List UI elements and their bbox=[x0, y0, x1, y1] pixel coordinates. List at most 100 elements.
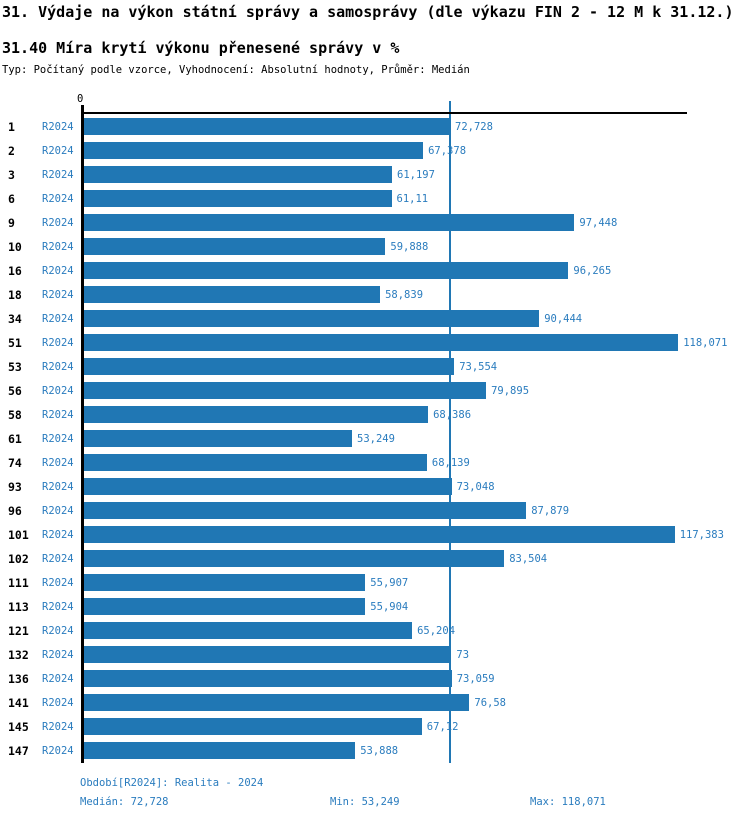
row-number: 147 bbox=[8, 744, 29, 758]
chart-row: 93 R2024 73,048 bbox=[0, 475, 750, 499]
value-bar bbox=[84, 430, 352, 447]
series-label: R2024 bbox=[42, 601, 74, 613]
series-label: R2024 bbox=[42, 697, 74, 709]
value-label: 117,383 bbox=[679, 529, 724, 541]
chart-row: 113 R2024 55,904 bbox=[0, 595, 750, 619]
value-bar bbox=[84, 262, 569, 279]
series-label: R2024 bbox=[42, 337, 74, 349]
x-axis-line bbox=[82, 112, 687, 114]
median-stat: Medián: 72,728 bbox=[80, 796, 169, 808]
value-bar bbox=[84, 406, 429, 423]
row-number: 51 bbox=[8, 336, 22, 350]
value-label: 55,907 bbox=[370, 577, 409, 589]
chart-row: 147 R2024 53,888 bbox=[0, 739, 750, 763]
series-label: R2024 bbox=[42, 505, 74, 517]
value-label: 73 bbox=[456, 649, 470, 661]
value-bar bbox=[84, 478, 452, 495]
chart-row: 96 R2024 87,879 bbox=[0, 499, 750, 523]
series-label: R2024 bbox=[42, 649, 74, 661]
row-number: 102 bbox=[8, 552, 29, 566]
chart-rows: 1 R2024 72,728 2 R2024 67,378 3 R2024 61,197 6 R20… bbox=[0, 115, 750, 763]
chart-row: 58 R2024 68,386 bbox=[0, 403, 750, 427]
chart-row: 102 R2024 83,504 bbox=[0, 547, 750, 571]
value-label: 97,448 bbox=[579, 217, 618, 229]
series-label: R2024 bbox=[42, 553, 74, 565]
value-bar bbox=[84, 214, 575, 231]
chart-row: 10 R2024 59,888 bbox=[0, 235, 750, 259]
chart-row: 2 R2024 67,378 bbox=[0, 139, 750, 163]
row-number: 56 bbox=[8, 384, 22, 398]
value-bar bbox=[84, 550, 505, 567]
value-label: 59,888 bbox=[390, 241, 429, 253]
series-label: R2024 bbox=[42, 745, 74, 757]
chart-row: 145 R2024 67,12 bbox=[0, 715, 750, 739]
value-bar bbox=[84, 382, 487, 399]
row-number: 74 bbox=[8, 456, 22, 470]
series-label: R2024 bbox=[42, 217, 74, 229]
chart-row: 132 R2024 73 bbox=[0, 643, 750, 667]
value-bar bbox=[84, 598, 366, 615]
value-bar bbox=[84, 742, 356, 759]
value-label: 72,728 bbox=[455, 121, 493, 133]
row-number: 132 bbox=[8, 648, 29, 662]
row-number: 2 bbox=[8, 144, 15, 158]
value-bar bbox=[84, 502, 527, 519]
indicator-meta: Typ: Počítaný podle vzorce, Vyhodnocení:… bbox=[2, 64, 470, 76]
value-label: 55,904 bbox=[370, 601, 409, 613]
row-number: 136 bbox=[8, 672, 29, 686]
chart-row: 6 R2024 61,11 bbox=[0, 187, 750, 211]
chart-row: 136 R2024 73,059 bbox=[0, 667, 750, 691]
value-bar bbox=[84, 142, 424, 159]
value-label: 53,888 bbox=[360, 745, 399, 757]
value-label: 73,059 bbox=[456, 673, 495, 685]
chart-row: 34 R2024 90,444 bbox=[0, 307, 750, 331]
series-label: R2024 bbox=[42, 409, 74, 421]
row-number: 3 bbox=[8, 168, 15, 182]
row-number: 93 bbox=[8, 480, 22, 494]
value-bar bbox=[84, 646, 452, 663]
row-number: 96 bbox=[8, 504, 22, 518]
value-bar bbox=[84, 238, 386, 255]
chart-row: 56 R2024 79,895 bbox=[0, 379, 750, 403]
row-number: 121 bbox=[8, 624, 29, 638]
row-number: 18 bbox=[8, 288, 22, 302]
series-label: R2024 bbox=[42, 529, 74, 541]
row-number: 9 bbox=[8, 216, 15, 230]
value-bar bbox=[84, 190, 392, 207]
chart-row: 16 R2024 96,265 bbox=[0, 259, 750, 283]
row-number: 53 bbox=[8, 360, 22, 374]
series-label: R2024 bbox=[42, 361, 74, 373]
series-label: R2024 bbox=[42, 169, 74, 181]
value-bar bbox=[84, 670, 452, 687]
row-number: 58 bbox=[8, 408, 22, 422]
value-label: 61,197 bbox=[397, 169, 435, 181]
series-label: R2024 bbox=[42, 433, 74, 445]
chart-row: 3 R2024 61,197 bbox=[0, 163, 750, 187]
value-label: 67,12 bbox=[426, 721, 459, 733]
series-label: R2024 bbox=[42, 457, 74, 469]
value-label: 83,504 bbox=[509, 553, 548, 565]
row-number: 1 bbox=[8, 120, 15, 134]
value-bar bbox=[84, 286, 381, 303]
y-axis-line bbox=[81, 105, 84, 763]
value-bar bbox=[84, 526, 675, 543]
value-bar bbox=[84, 358, 455, 375]
value-label: 58,839 bbox=[385, 289, 424, 301]
value-label: 67,378 bbox=[428, 145, 467, 157]
value-bar bbox=[84, 166, 392, 183]
value-label: 73,554 bbox=[459, 361, 498, 373]
chart-row: 18 R2024 58,839 bbox=[0, 283, 750, 307]
series-label: R2024 bbox=[42, 265, 74, 277]
value-label: 76,58 bbox=[474, 697, 506, 709]
chart-row: 61 R2024 53,249 bbox=[0, 427, 750, 451]
value-label: 96,265 bbox=[573, 265, 612, 277]
period-legend: Období[R2024]: Realita - 2024 bbox=[80, 777, 264, 789]
series-label: R2024 bbox=[42, 673, 74, 685]
series-label: R2024 bbox=[42, 121, 74, 133]
value-bar bbox=[84, 118, 450, 135]
row-number: 101 bbox=[8, 528, 29, 542]
series-label: R2024 bbox=[42, 193, 74, 205]
median-line bbox=[449, 101, 451, 763]
max-stat: Max: 118,071 bbox=[530, 796, 606, 808]
chart-row: 53 R2024 73,554 bbox=[0, 355, 750, 379]
